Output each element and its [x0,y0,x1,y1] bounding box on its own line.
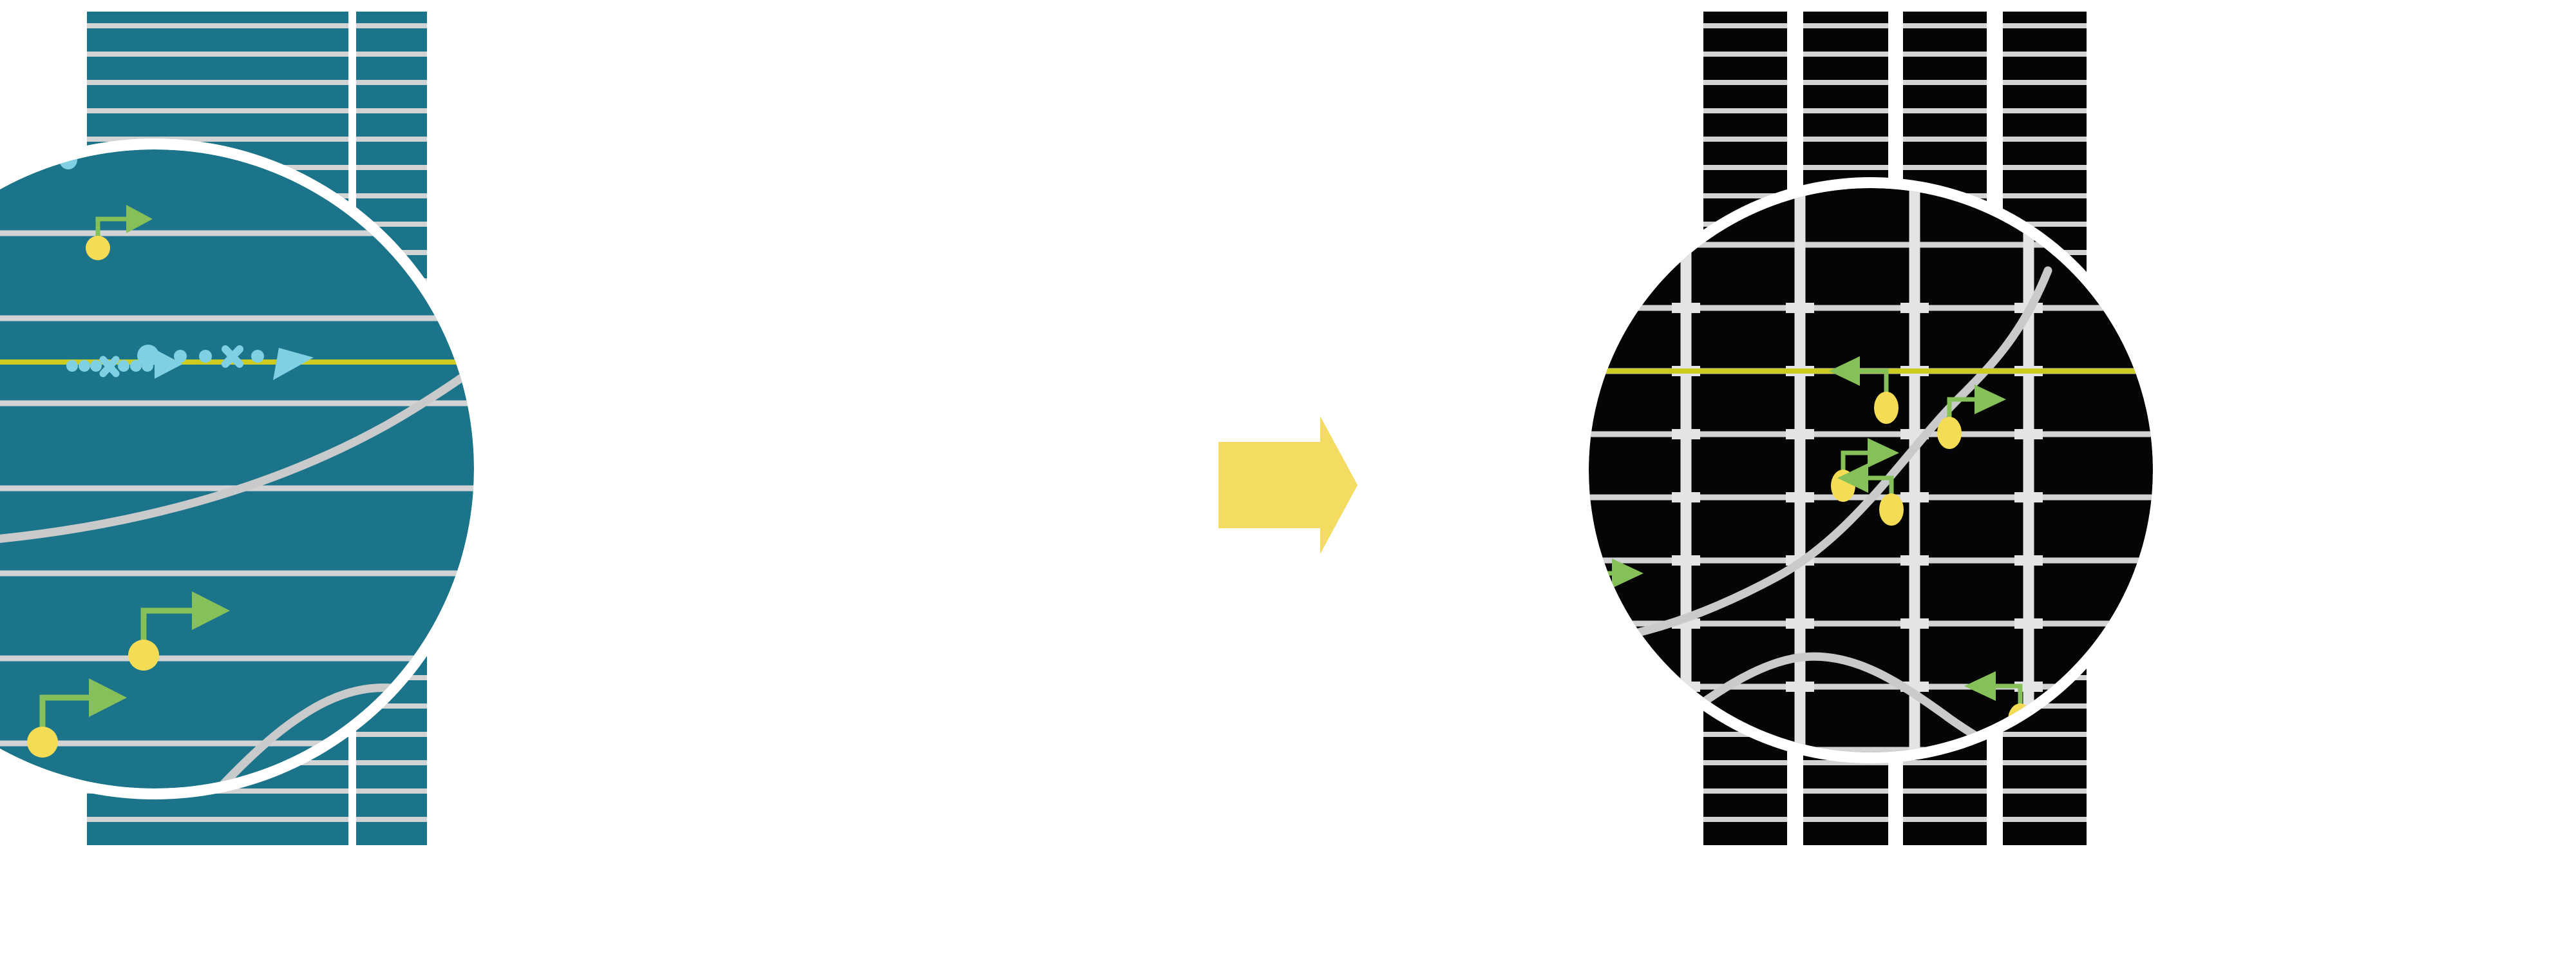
before-contour-lower [73,683,474,788]
before-flag-upper [86,205,153,260]
before-track-arrow-right [155,349,183,379]
after-flag-2 [1937,385,2006,449]
transform-arrow [1218,416,1358,554]
before-track-arrow-left [273,348,314,380]
before-flag-upper-lens [128,591,230,671]
before-magnifier-content [0,149,474,788]
after-flag-4 [1837,463,1904,526]
before-track-upper-right [137,345,264,368]
before-panel [0,0,1095,974]
after-contour-lower [1599,652,2085,752]
after-panel [1578,0,2576,974]
after-flag-1 [1829,356,1899,424]
after-contour-upper [1589,266,2052,650]
before-flag-lower [27,678,127,758]
before-contour-upper [0,272,474,546]
before-lens-gridlines [0,230,474,747]
